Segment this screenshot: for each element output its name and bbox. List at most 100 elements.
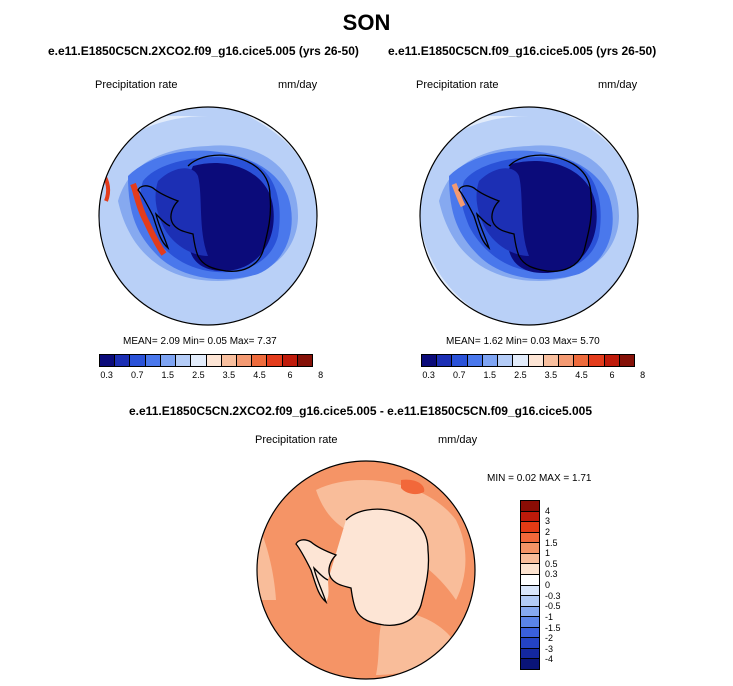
colorbar-swatch bbox=[206, 355, 222, 366]
continent-fill bbox=[296, 509, 429, 626]
colorbar-tick-label: 2.5 bbox=[514, 370, 527, 380]
colorbar-tick-label: -3 bbox=[545, 643, 554, 654]
colorbar-swatch bbox=[521, 638, 539, 649]
colorbar-swatch bbox=[521, 564, 539, 575]
colorbar-swatch bbox=[422, 355, 438, 366]
colorbar-swatch bbox=[521, 543, 539, 554]
colorbar-swatch bbox=[513, 355, 529, 366]
left-variable-label: Precipitation rate bbox=[95, 79, 178, 91]
colorbar-tick-label: 1.5 bbox=[161, 370, 175, 380]
right-map bbox=[419, 106, 639, 326]
ice-sheet-core bbox=[186, 162, 274, 271]
colorbar-swatch bbox=[498, 355, 514, 366]
season-title: SON bbox=[342, 10, 391, 35]
colorbar-tick-label: 3.5 bbox=[544, 370, 558, 380]
colorbar-swatch bbox=[619, 355, 635, 366]
left-colorbar bbox=[99, 354, 313, 367]
diff-variable-label: Precipitation rate bbox=[255, 434, 338, 446]
colorbar-swatch bbox=[176, 355, 192, 366]
colorbar-swatch bbox=[589, 355, 605, 366]
colorbar-swatch bbox=[521, 553, 539, 565]
colorbar-tick-label: -4 bbox=[545, 654, 554, 665]
antarctica-coastline bbox=[137, 154, 272, 272]
colorbar-swatch bbox=[521, 596, 539, 607]
colorbar-tick-label: 8 bbox=[318, 370, 324, 380]
colorbar-swatch bbox=[252, 355, 268, 366]
colorbar-swatch bbox=[297, 355, 313, 366]
peninsula-high-precip bbox=[130, 182, 167, 256]
colorbar-swatch bbox=[604, 355, 620, 366]
colorbar-swatch bbox=[191, 355, 207, 366]
colorbar-swatch bbox=[437, 355, 453, 366]
right-variable-label: Precipitation rate bbox=[416, 79, 499, 91]
colorbar-swatch bbox=[267, 355, 283, 366]
colorbar-tick-label: 1 bbox=[545, 548, 551, 559]
colorbar-tick-label: 0.3 bbox=[100, 370, 113, 380]
colorbar-tick-label: 2 bbox=[545, 526, 551, 537]
colorbar-swatch bbox=[282, 355, 298, 366]
colorbar-tick-label: 6 bbox=[609, 370, 615, 380]
left-colorbar-ticks: 0.3 0.7 1.5 2.5 3.5 4.5 6 8 bbox=[99, 370, 323, 382]
colorbar-swatch bbox=[521, 648, 539, 660]
colorbar-swatch bbox=[130, 355, 146, 366]
colorbar-swatch bbox=[452, 355, 468, 366]
colorbar-tick-label: -1 bbox=[545, 611, 554, 622]
colorbar-tick-label: 4.5 bbox=[253, 370, 266, 380]
colorbar-swatch bbox=[521, 511, 539, 523]
colorbar-swatch bbox=[115, 355, 131, 366]
colorbar-tick-label: 0.3 bbox=[545, 569, 558, 580]
colorbar-tick-label: 8 bbox=[640, 370, 646, 380]
colorbar-tick-label: -2 bbox=[545, 633, 554, 644]
colorbar-tick-label: -0.5 bbox=[545, 601, 561, 612]
colorbar-swatch bbox=[543, 355, 559, 366]
colorbar-swatch bbox=[160, 355, 177, 366]
diff-stats: MIN = 0.02 MAX = 1.71 bbox=[487, 473, 592, 484]
difference-map bbox=[256, 460, 476, 680]
colorbar-tick-label: 3 bbox=[545, 516, 551, 527]
right-units-label: mm/day bbox=[598, 79, 638, 91]
difference-colorbar bbox=[520, 500, 540, 670]
colorbar-tick-label: 0.5 bbox=[545, 558, 558, 569]
colorbar-tick-label: -0.3 bbox=[545, 590, 561, 601]
colorbar-swatch bbox=[528, 355, 544, 366]
colorbar-swatch bbox=[521, 585, 539, 597]
colorbar-tick-label: 1.5 bbox=[483, 370, 497, 380]
difference-colorbar-ticks: 4 3 2 1.5 1 0.5 0.3 0 -0.3 -0.5 -1 -1.5 -2 -3 -4 bbox=[545, 500, 575, 670]
right-colorbar-ticks: 0.3 0.7 1.5 2.5 3.5 4.5 6 8 bbox=[421, 370, 645, 382]
colorbar-tick-label: 4 bbox=[545, 505, 551, 516]
left-case-title: e.e11.E1850C5CN.2XCO2.f09_g16.cice5.005 … bbox=[48, 44, 359, 58]
colorbar-swatch bbox=[467, 355, 483, 366]
colorbar-swatch bbox=[100, 355, 116, 366]
colorbar-swatch bbox=[521, 606, 539, 618]
colorbar-swatch bbox=[521, 627, 539, 639]
colorbar-swatch bbox=[236, 355, 253, 366]
left-stats: MEAN= 2.09 Min= 0.05 Max= 7.37 bbox=[123, 336, 277, 347]
colorbar-tick-label: -1.5 bbox=[545, 622, 561, 633]
colorbar-tick-label: 0 bbox=[545, 580, 551, 590]
colorbar-swatch bbox=[145, 355, 161, 366]
colorbar-tick-label: 2.5 bbox=[192, 370, 205, 380]
colorbar-swatch bbox=[521, 522, 539, 533]
colorbar-tick-label: 1.5 bbox=[545, 537, 558, 548]
colorbar-swatch bbox=[521, 532, 539, 544]
colorbar-swatch bbox=[521, 659, 539, 669]
colorbar-swatch bbox=[521, 501, 539, 512]
colorbar-swatch bbox=[482, 355, 499, 366]
colorbar-swatch bbox=[558, 355, 575, 366]
colorbar-tick-label: 6 bbox=[287, 370, 293, 380]
difference-title: e.e11.E1850C5CN.2XCO2.f09_g16.cice5.005 … bbox=[129, 404, 592, 418]
colorbar-tick-label: 0.7 bbox=[452, 370, 466, 380]
colorbar-tick-label: 4.5 bbox=[575, 370, 588, 380]
right-stats: MEAN= 1.62 Min= 0.03 Max= 5.70 bbox=[446, 336, 600, 347]
diff-units-label: mm/day bbox=[438, 434, 478, 446]
colorbar-swatch bbox=[574, 355, 590, 366]
colorbar-swatch bbox=[521, 617, 539, 628]
colorbar-tick-label: 0.7 bbox=[130, 370, 144, 380]
colorbar-tick-label: 0.3 bbox=[422, 370, 435, 380]
colorbar-swatch bbox=[221, 355, 237, 366]
colorbar-tick-label: 3.5 bbox=[222, 370, 236, 380]
right-case-title: e.e11.E1850C5CN.f09_g16.cice5.005 (yrs 2… bbox=[388, 44, 657, 58]
left-map bbox=[98, 106, 318, 326]
left-units-label: mm/day bbox=[278, 79, 318, 91]
colorbar-swatch bbox=[521, 574, 539, 586]
